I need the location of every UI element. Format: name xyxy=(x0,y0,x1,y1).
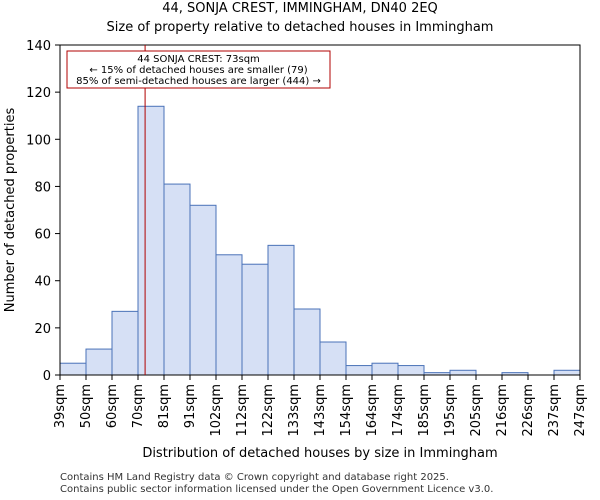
bar-143sqm xyxy=(319,341,347,376)
x-tick-label: 91sqm xyxy=(183,384,198,428)
x-tick-label: 247sqm xyxy=(573,384,588,437)
x-tick-label: 185sqm xyxy=(417,384,432,437)
y-axis-label: Number of detached properties xyxy=(3,108,18,313)
y-tick-label: 40 xyxy=(34,275,51,290)
x-tick-label: 133sqm xyxy=(287,384,302,437)
annotation-line-2: ← 15% of detached houses are smaller (79… xyxy=(89,65,307,76)
x-tick-label: 102sqm xyxy=(209,384,224,437)
x-tick-label: 81sqm xyxy=(157,384,172,428)
bar-164sqm xyxy=(371,362,399,376)
x-tick-label: 143sqm xyxy=(313,384,328,437)
bar-122sqm xyxy=(267,244,295,376)
y-tick-label: 80 xyxy=(34,180,51,195)
bar-91sqm xyxy=(189,204,217,376)
x-axis-label: Distribution of detached houses by size … xyxy=(142,446,497,461)
bar-195sqm xyxy=(449,369,477,376)
x-tick-label: 195sqm xyxy=(443,384,458,437)
y-axis-ticks: 0 20 40 60 80 100 120 140 xyxy=(26,39,60,384)
x-tick-label: 216sqm xyxy=(495,384,510,437)
x-tick-label: 154sqm xyxy=(339,384,354,437)
y-tick-label: 120 xyxy=(26,86,51,101)
bar-237sqm xyxy=(553,369,581,376)
chart-title: 44, SONJA CREST, IMMINGHAM, DN40 2EQ xyxy=(162,1,438,16)
y-tick-label: 60 xyxy=(34,228,51,243)
bar-154sqm xyxy=(345,365,373,376)
bar-133sqm xyxy=(293,308,321,376)
x-tick-label: 112sqm xyxy=(235,384,250,437)
bars-group xyxy=(59,105,581,376)
x-tick-label: 122sqm xyxy=(261,384,276,437)
annotation-box xyxy=(66,50,331,89)
x-tick-label: 205sqm xyxy=(469,384,484,437)
annotation-line-1: 44 SONJA CREST: 73sqm xyxy=(137,54,260,65)
x-tick-label: 39sqm xyxy=(53,384,68,428)
y-tick-label: 140 xyxy=(26,39,51,54)
x-tick-label: 70sqm xyxy=(131,384,146,428)
y-tick-label: 20 xyxy=(34,322,51,337)
x-tick-label: 174sqm xyxy=(391,384,406,437)
bar-39sqm xyxy=(59,362,87,376)
bar-70sqm xyxy=(137,105,165,376)
footer-line-1: Contains HM Land Registry data © Crown c… xyxy=(60,472,449,483)
bar-60sqm xyxy=(111,310,139,376)
x-axis-ticks: 39sqm 50sqm 60sqm 70sqm 81sqm 91sqm 102sqm 112s… xyxy=(53,375,588,437)
bar-174sqm xyxy=(397,365,425,376)
bar-102sqm xyxy=(215,254,243,376)
footer-line-2: Contains public sector information licen… xyxy=(60,484,494,495)
bar-81sqm xyxy=(163,183,191,376)
plot-frame xyxy=(59,44,581,376)
x-tick-label: 50sqm xyxy=(79,384,94,428)
bar-50sqm xyxy=(85,348,113,376)
x-tick-label: 226sqm xyxy=(521,384,536,437)
bar-112sqm xyxy=(241,263,269,376)
annotation-line-3: 85% of semi-detached houses are larger (… xyxy=(76,76,321,87)
x-tick-label: 237sqm xyxy=(547,384,562,437)
chart-subtitle: Size of property relative to detached ho… xyxy=(106,20,494,35)
x-tick-label: 60sqm xyxy=(105,384,120,428)
x-tick-label: 164sqm xyxy=(365,384,380,437)
y-tick-label: 0 xyxy=(43,369,51,384)
y-tick-label: 100 xyxy=(26,133,51,148)
